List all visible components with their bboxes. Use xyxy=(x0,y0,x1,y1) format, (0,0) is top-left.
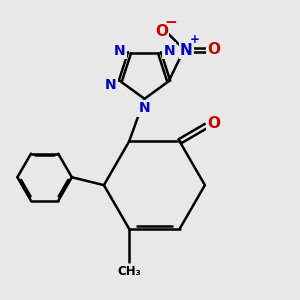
Text: −: − xyxy=(164,15,177,30)
Text: N: N xyxy=(163,44,175,58)
Text: O: O xyxy=(207,116,220,131)
Text: N: N xyxy=(138,101,150,116)
Text: O: O xyxy=(207,42,220,57)
Text: CH₃: CH₃ xyxy=(117,265,141,278)
Text: O: O xyxy=(155,24,168,39)
Text: N: N xyxy=(105,78,116,92)
Text: N: N xyxy=(180,43,193,58)
Text: N: N xyxy=(114,44,126,58)
Text: +: + xyxy=(190,33,200,46)
